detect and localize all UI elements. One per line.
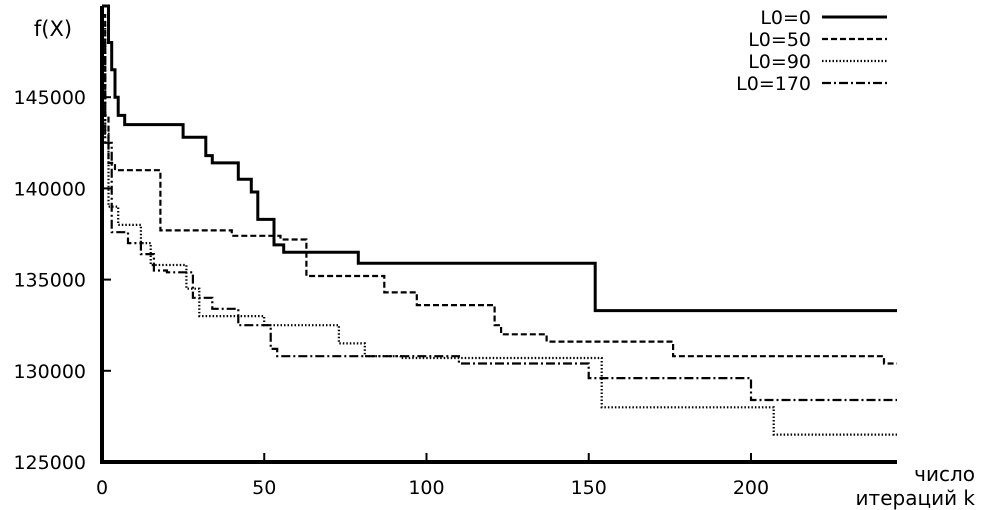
x-tick-label: 150: [571, 477, 607, 499]
x-tick-label: 100: [408, 477, 444, 499]
y-axis-label: f(X): [34, 17, 72, 41]
x-axis-label-line-2: итераций k: [856, 486, 976, 510]
legend-label-2: L0=50: [748, 29, 811, 51]
y-tick-label: 140000: [13, 178, 86, 200]
series-line-4: [102, 41, 897, 402]
series-line-2: [102, 14, 897, 365]
legend-label-3: L0=90: [748, 51, 811, 73]
y-tick-label: 145000: [13, 87, 86, 109]
axes: [100, 6, 897, 464]
y-tick-label: 135000: [13, 270, 86, 292]
legend-label-4: L0=170: [736, 73, 811, 95]
series-line-3: [102, 23, 897, 436]
x-tick-label: 0: [96, 477, 108, 499]
y-tick-label: 125000: [13, 452, 86, 474]
series-layer: [102, 4, 897, 436]
y-tick-label: 130000: [13, 361, 86, 383]
series-line-1: [102, 4, 897, 313]
legend-label-1: L0=0: [760, 7, 811, 29]
x-tick-label: 200: [733, 477, 769, 499]
ticks-layer: 0 50 100 150 200 125000 130000 135000 140000 1450…: [13, 87, 769, 499]
x-axis-label-line-1: число: [914, 462, 975, 486]
x-tick-label: 50: [252, 477, 276, 499]
